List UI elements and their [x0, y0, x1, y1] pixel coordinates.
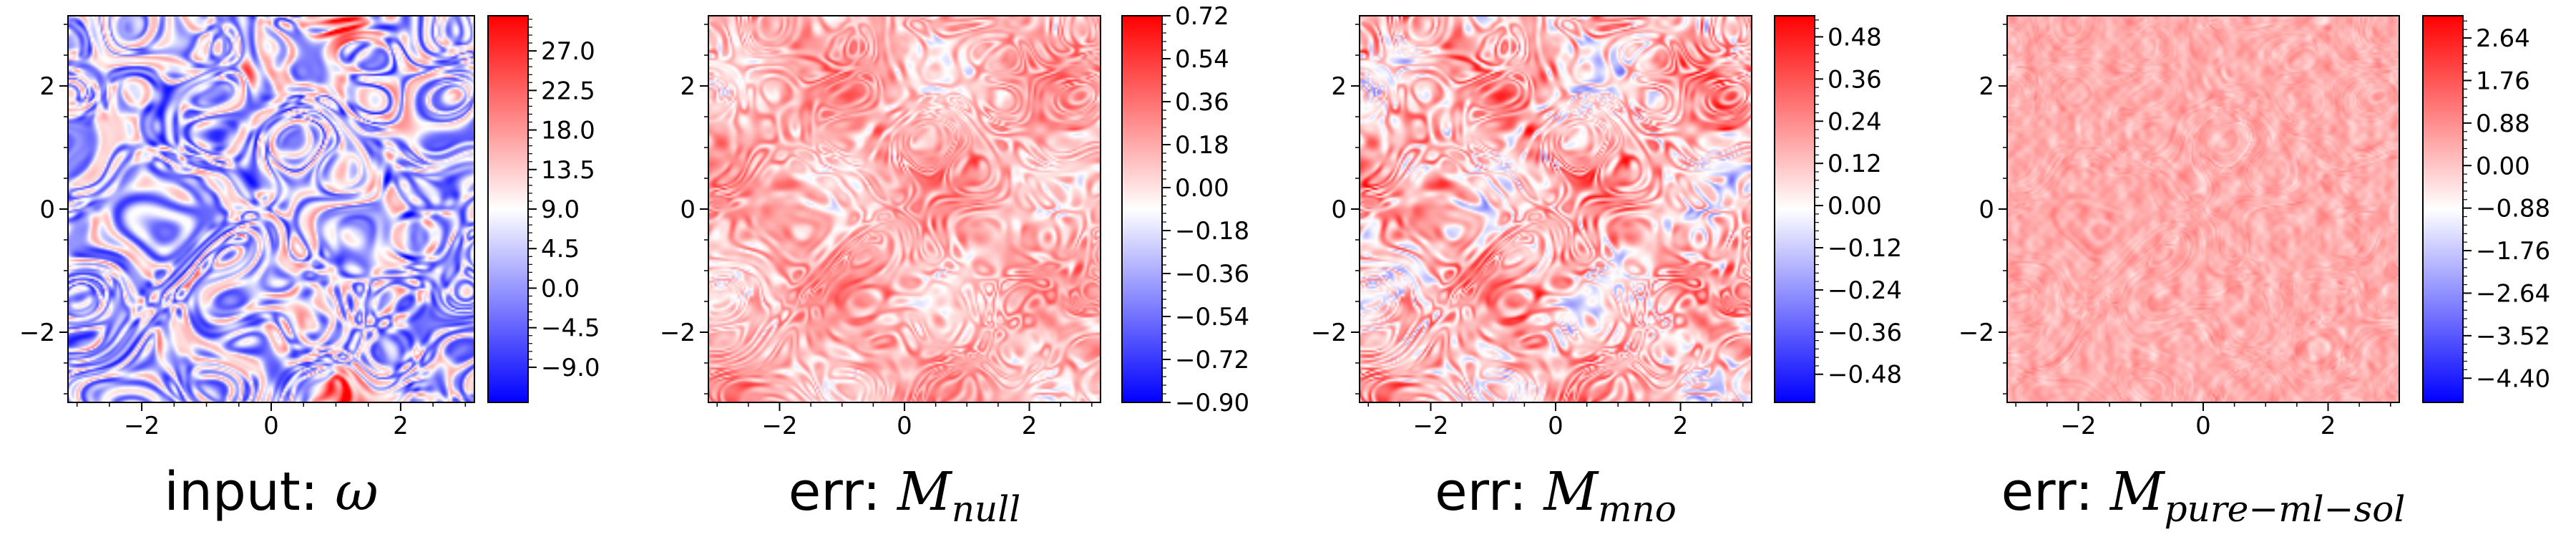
colorbar [1121, 15, 1163, 403]
heatmap-image [2007, 16, 2399, 402]
panel-title: input: ω [164, 461, 378, 523]
heatmap-image [1360, 16, 1752, 402]
x-tick-label: 0 [263, 412, 279, 440]
colorbar-tick-label: 0.72 [1175, 2, 1229, 31]
colorbar-tick-label: −0.90 [1175, 389, 1249, 417]
title-prefix: err: [1435, 461, 1543, 523]
colorbar-tick-label: 0.00 [1175, 174, 1229, 203]
x-tick-label: 0 [2195, 412, 2211, 440]
colorbar-tick-label: 0.12 [1828, 150, 1882, 178]
colorbar-tick-label: 2.64 [2476, 24, 2530, 53]
title-prefix: err: [789, 461, 897, 523]
y-tick-label: 0 [680, 195, 696, 224]
y-tick-label: 0 [1331, 195, 1347, 224]
colorbar-tick-label: 0.0 [541, 274, 580, 303]
title-subscript: null [952, 488, 1020, 530]
colorbar [2422, 15, 2464, 403]
panel-1: −2 0 2 −2 0 2 27.0 22.5 18.0 13.5 9.0 4.5 0.0 −4.5 −9.… [19, 15, 600, 523]
colorbar-tick-label: −0.72 [1175, 346, 1249, 374]
panel-4: −2 0 2 −2 0 2 2.64 1.76 0.88 0.00 −0.88 −1.76 −2.64 −… [1958, 15, 2550, 530]
y-tick-label: −2 [19, 319, 55, 347]
title-symbol: M [2109, 461, 2166, 523]
colorbar-tick-label: −0.48 [1828, 361, 1902, 390]
title-subscript: mno [1598, 488, 1677, 530]
colorbar-tick-label: 0.00 [2476, 152, 2530, 180]
colorbar-tick-label: −0.24 [1828, 276, 1902, 305]
colorbar-tick-label: 13.5 [541, 156, 595, 185]
colorbar-tick-label: −0.36 [1828, 319, 1902, 347]
panel-title: err: Mpure−ml−sol [2001, 461, 2406, 530]
colorbar [487, 15, 529, 403]
colorbar-tick-label: −9.0 [541, 354, 600, 382]
colorbar-tick-label: 0.48 [1828, 23, 1882, 52]
colorbar-tick-label: −4.40 [2476, 364, 2550, 393]
title-symbol: M [1542, 461, 1599, 523]
x-tick-label: 2 [1673, 412, 1689, 440]
colorbar-tick-label: −0.54 [1175, 303, 1249, 332]
colorbar-tick-label: −1.76 [2476, 237, 2550, 266]
title-prefix: input: [164, 461, 335, 523]
colorbar-tick-label: 1.76 [2476, 67, 2530, 95]
colorbar-tick-label: −3.52 [2476, 322, 2550, 351]
y-tick-label: −2 [660, 319, 696, 347]
x-tick-label: −2 [761, 412, 797, 440]
colorbar-tick-label: 0.36 [1828, 65, 1882, 94]
colorbar-tick-label: 22.5 [541, 77, 595, 105]
colorbar-tick-label: 9.0 [541, 195, 580, 224]
colorbar-tick-label: −0.36 [1175, 260, 1249, 289]
colorbar-tick-label: −4.5 [541, 314, 600, 343]
x-tick-label: 2 [393, 412, 409, 440]
heatmap-image [68, 16, 474, 402]
x-tick-label: 0 [1548, 412, 1563, 440]
y-tick-label: −2 [1958, 319, 1994, 347]
x-tick-label: −2 [1413, 412, 1448, 440]
colorbar-tick-label: −0.18 [1175, 217, 1249, 246]
y-tick-label: 0 [39, 195, 55, 224]
colorbar-tick-label: 18.0 [541, 117, 595, 145]
x-tick-label: −2 [2060, 412, 2096, 440]
x-tick-label: 0 [897, 412, 912, 440]
title-symbol: ω [335, 461, 378, 523]
colorbar-tick-label: 0.88 [2476, 110, 2530, 138]
panel-title: err: Mnull [789, 461, 1020, 530]
colorbar-tick-label: 0.36 [1175, 88, 1229, 117]
colorbar [1774, 15, 1815, 403]
colorbar-tick-label: 0.00 [1828, 192, 1882, 221]
x-tick-label: 2 [1022, 412, 1038, 440]
x-tick-label: −2 [124, 412, 160, 440]
colorbar-tick-label: 27.0 [541, 37, 595, 66]
colorbar-tick-label: −0.12 [1828, 234, 1902, 263]
y-tick-label: 2 [1979, 72, 1994, 101]
colorbar-tick-label: 4.5 [541, 235, 580, 263]
y-tick-label: −2 [1311, 319, 1347, 347]
title-symbol: M [896, 461, 953, 523]
panel-title: err: Mmno [1435, 461, 1677, 530]
colorbar-tick-label: −2.64 [2476, 279, 2550, 308]
title-prefix: err: [2001, 461, 2110, 523]
x-tick-label: 2 [2321, 412, 2336, 440]
colorbar-tick-label: 0.24 [1828, 107, 1882, 136]
heatmap-image [708, 16, 1101, 402]
colorbar-tick-label: 0.54 [1175, 45, 1229, 74]
y-tick-label: 2 [39, 72, 55, 101]
colorbar-tick-label: 0.18 [1175, 131, 1229, 160]
colorbar-tick-label: −0.88 [2476, 195, 2550, 223]
y-tick-label: 2 [1331, 72, 1347, 101]
panel-3: −2 0 2 −2 0 2 0.48 0.36 0.24 0.12 0.00 −0.12 −0.24 −0… [1311, 15, 1902, 530]
y-tick-label: 0 [1979, 195, 1994, 224]
panel-2: −2 0 2 −2 0 2 0.72 0.54 0.36 0.18 0.00 −0.18 −0.36 −0… [660, 2, 1249, 530]
title-subscript: pure−ml−sol [2165, 488, 2406, 530]
y-tick-label: 2 [680, 72, 696, 101]
